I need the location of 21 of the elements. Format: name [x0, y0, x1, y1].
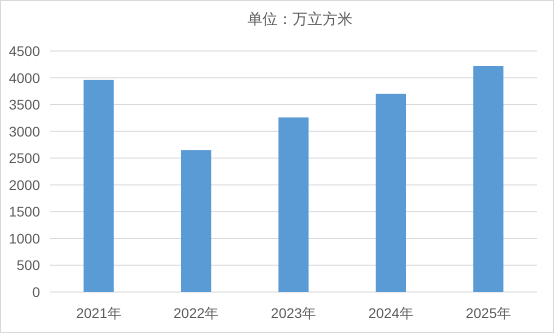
bar — [84, 80, 114, 292]
y-tick-label: 1000 — [8, 230, 40, 246]
x-tick-label: 2021年 — [76, 305, 122, 321]
x-tick-label: 2022年 — [174, 305, 219, 321]
y-tick-label: 1500 — [8, 204, 40, 220]
y-tick-label: 4000 — [8, 70, 40, 86]
y-tick-label: 2000 — [8, 176, 40, 193]
bar — [181, 150, 212, 292]
y-tick-label: 0 — [32, 284, 40, 300]
y-tick-label: 3000 — [8, 123, 40, 140]
y-tick-label: 500 — [16, 257, 40, 274]
y-tick-label: 3500 — [8, 96, 40, 113]
bar — [278, 117, 309, 292]
bar — [473, 66, 504, 292]
x-tick-label: 2025年 — [466, 305, 511, 321]
chart-title: 单位：万立方米 — [248, 11, 352, 28]
x-tick-label: 2023年 — [270, 305, 316, 321]
y-tick-label: 4500 — [8, 43, 40, 59]
y-tick-label: 2500 — [8, 150, 40, 166]
x-tick-label: 2024年 — [368, 305, 414, 321]
bar — [376, 94, 406, 292]
